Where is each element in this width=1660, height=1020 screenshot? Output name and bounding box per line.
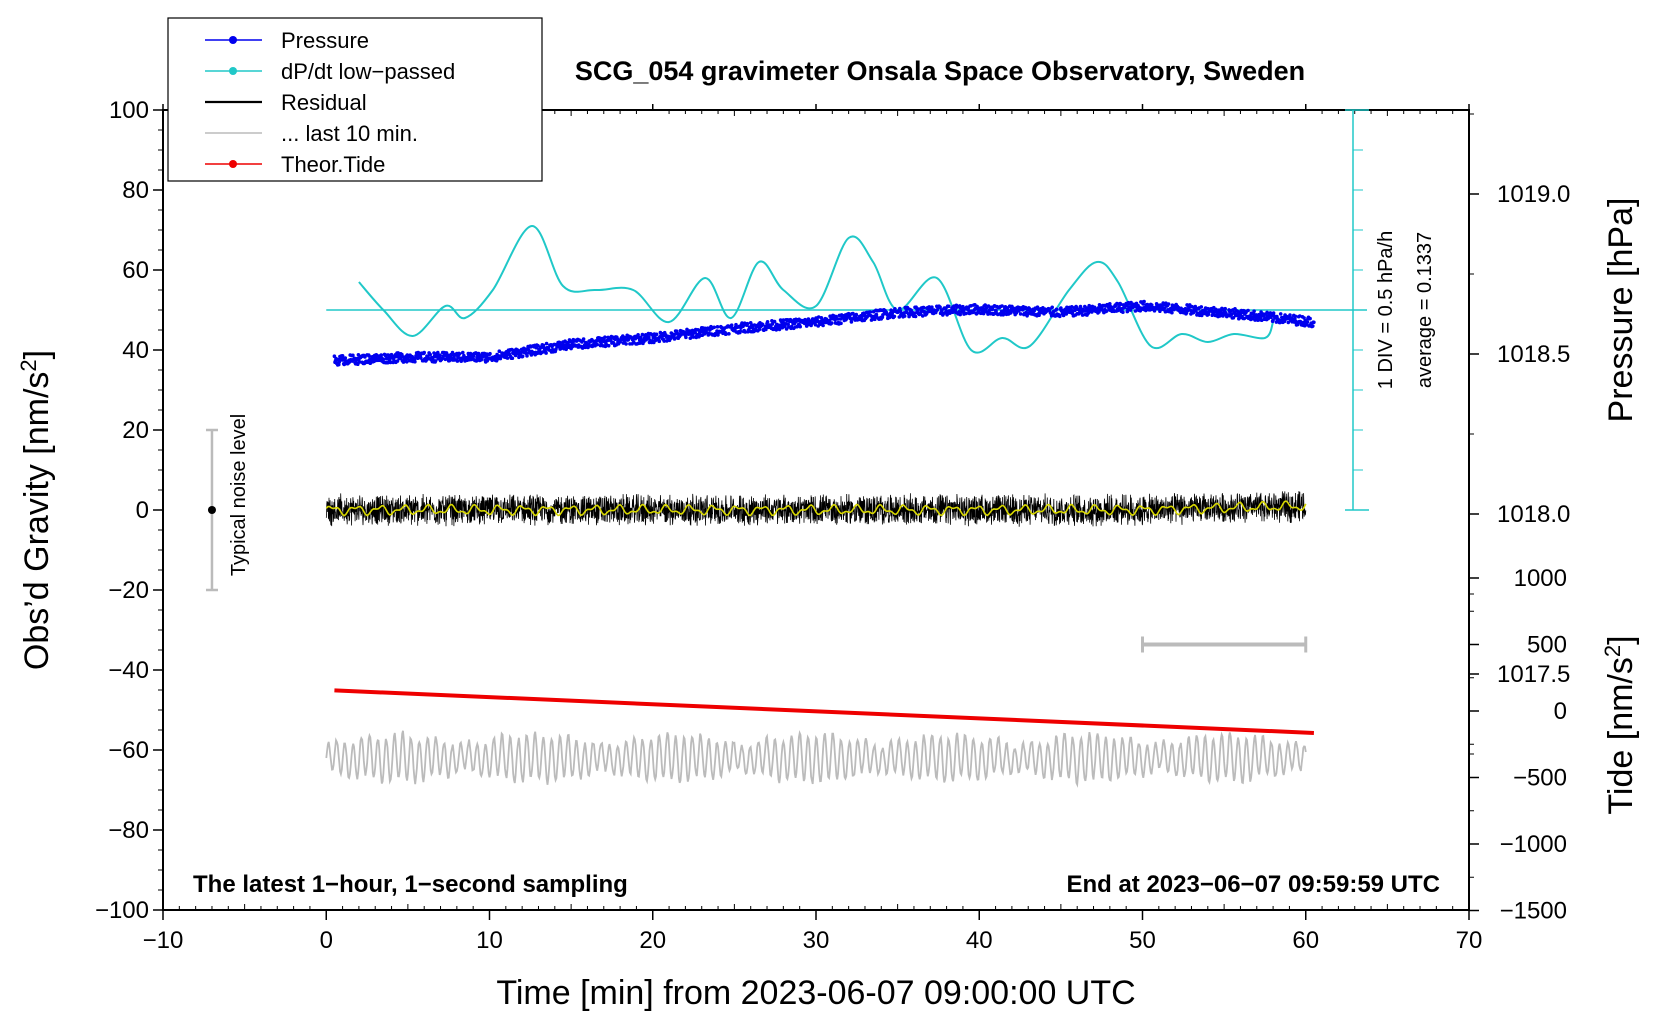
- typical-noise-bar: [205, 428, 218, 592]
- chart-title: SCG_054 gravimeter Onsala Space Observat…: [575, 56, 1305, 86]
- y-tick-label: 0: [136, 497, 149, 524]
- x-tick-label: 40: [966, 927, 993, 954]
- noise-level-label: Typical noise level: [228, 414, 250, 576]
- dpdt-average-label: average = 0.1337: [1414, 232, 1436, 388]
- x-tick-label: −10: [143, 927, 184, 954]
- tide-tick-label: −500: [1513, 765, 1567, 792]
- pressure-tick-label: 1019.0: [1497, 181, 1570, 208]
- y-tick-label: −80: [108, 817, 149, 844]
- theor-tide-series: [334, 688, 1314, 735]
- y-tick-label: −60: [108, 737, 149, 764]
- legend-label: Pressure: [281, 28, 369, 53]
- y-tick-label: 80: [122, 177, 149, 204]
- y-tick-label: −100: [95, 897, 149, 924]
- tide-axis-label-end: ]: [1602, 635, 1640, 644]
- legend-marker: [229, 160, 237, 168]
- pressure-tick-label: 1018.0: [1497, 501, 1570, 528]
- legend-box: [167, 17, 543, 182]
- tide-axis-label: Tide [nm/s2]: [1600, 635, 1640, 814]
- x-tick-label: 70: [1456, 927, 1483, 954]
- legend-marker: [229, 36, 237, 44]
- left-axis-label: Obs’d Gravity [nm/s2]: [16, 350, 56, 670]
- pressure-axis-label: Pressure [hPa]: [1602, 198, 1640, 423]
- legend: Pressure dP/dt low−passed Residual ... last…: [167, 17, 543, 182]
- y-tick-label: 60: [122, 257, 149, 284]
- y-tick-label: 40: [122, 337, 149, 364]
- pressure-dots: [332, 299, 1316, 367]
- pressure-series: [332, 299, 1316, 367]
- x-tick-label: 10: [476, 927, 503, 954]
- tide-tick-label: −1500: [1500, 898, 1567, 925]
- x-tick-label: 30: [803, 927, 830, 954]
- legend-marker: [229, 67, 237, 75]
- footer-left-note: The latest 1−hour, 1−second sampling: [193, 871, 628, 898]
- tide-axis-label-sup: 2: [1600, 645, 1625, 657]
- left-axis-label-sup: 2: [16, 359, 41, 371]
- pressure-axis-ticks: 1017.5 1018.0 1018.5 1019.0: [1469, 113, 1570, 755]
- footer-right-note: End at 2023−06−07 09:59:59 UTC: [1066, 871, 1440, 898]
- tide-scale-bar: [1141, 636, 1308, 653]
- tide-axis-label-main: Tide [nm/s: [1602, 657, 1640, 814]
- tide-axis-ticks: −1500 −1000 −500 0 500 1000: [1469, 565, 1567, 925]
- tide-tick-label: 500: [1527, 632, 1567, 659]
- x-tick-label: 0: [320, 927, 333, 954]
- y-tick-label: 20: [122, 417, 149, 444]
- x-axis-label: Time [min] from 2023-06-07 09:00:00 UTC: [496, 974, 1135, 1012]
- last-10-min-series: [325, 730, 1307, 788]
- tide-line: [334, 688, 1314, 735]
- legend-label: Theor.Tide: [281, 152, 385, 177]
- tide-tick-label: 1000: [1514, 565, 1567, 592]
- residual-smoothed-line: [325, 500, 1307, 517]
- residual-series: [325, 491, 1307, 527]
- residual-line: [325, 491, 1307, 527]
- x-tick-label: 50: [1129, 927, 1156, 954]
- x-tick-label: 20: [639, 927, 666, 954]
- y-tick-label: −20: [108, 577, 149, 604]
- noise-bar-center: [207, 506, 216, 514]
- x-axis-ticks: −10 0 10 20 30 40 50 60 70: [143, 104, 1483, 954]
- pressure-tick-label: 1018.5: [1497, 341, 1570, 368]
- dpdt-series: [358, 224, 1275, 354]
- left-axis-label-end: ]: [18, 350, 56, 359]
- dpdt-line: [358, 224, 1275, 354]
- legend-label: dP/dt low−passed: [281, 59, 455, 84]
- left-axis-label-main: Obs’d Gravity [nm/s: [18, 372, 56, 671]
- x-tick-label: 60: [1292, 927, 1319, 954]
- pressure-tick-label: 1017.5: [1497, 661, 1570, 688]
- tide-tick-label: −1000: [1500, 831, 1567, 858]
- y-tick-label: −40: [108, 657, 149, 684]
- tide-tick-label: 0: [1554, 698, 1567, 725]
- y-tick-label: 100: [109, 97, 149, 124]
- dpdt-scale-label: 1 DIV = 0.5 hPa/h: [1375, 231, 1397, 389]
- last-10-min-line: [325, 730, 1307, 788]
- legend-label: Residual: [281, 90, 367, 115]
- y-left-axis-ticks: −100 −80 −60 −40 −20 0 20 40 60 80 100: [95, 97, 163, 924]
- legend-label: ... last 10 min.: [281, 121, 418, 146]
